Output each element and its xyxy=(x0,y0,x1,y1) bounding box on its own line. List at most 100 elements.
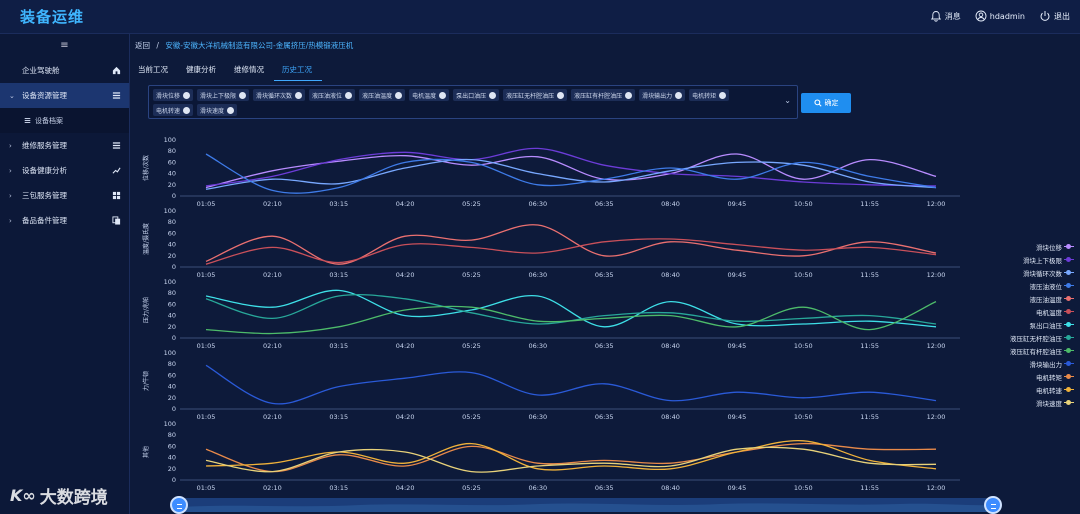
legend-item[interactable]: 泵出口油压 xyxy=(996,318,1076,331)
sidebar-toggle[interactable]: ≡ xyxy=(60,40,69,51)
sidebar-item-health-analysis[interactable]: › 设备健康分析 xyxy=(0,158,129,183)
x-tick-label: 08:40 xyxy=(661,413,680,421)
y-tick-label: 60 xyxy=(168,229,176,237)
x-tick-label: 05:25 xyxy=(462,271,481,279)
tag-remove-icon[interactable] xyxy=(675,91,683,99)
tag-remove-icon[interactable] xyxy=(345,91,353,99)
tag-remove-icon[interactable] xyxy=(295,91,303,99)
sidebar-subitem-equipment-archive[interactable]: 设备档案 xyxy=(0,108,129,133)
chart-panel: 0 20 40 60 80 100 01:05 02:10 03:15 04:20 05:25 06:… xyxy=(142,349,960,421)
logout-button[interactable]: 退出 xyxy=(1039,10,1070,22)
legend-item[interactable]: 液压缸无杆腔油压 xyxy=(996,331,1076,344)
parameter-multiselect[interactable]: 滑块位移 滑块上下极限 滑块循环次数 液压油液位 液压油温度 电机温度 泵出口油压 液压缸无杆… xyxy=(148,85,798,119)
legend-item[interactable]: 电机温度 xyxy=(996,305,1076,318)
legend-item[interactable]: 液压油温度 xyxy=(996,292,1076,305)
legend-item[interactable]: 液压缸有杆腔油压 xyxy=(996,344,1076,357)
tag-remove-icon[interactable] xyxy=(227,106,235,114)
slider-handle-end[interactable] xyxy=(984,496,1002,514)
filter-tag[interactable]: 滑块速度 xyxy=(197,104,238,116)
breadcrumb-back[interactable]: 返回 xyxy=(135,41,150,50)
tag-remove-icon[interactable] xyxy=(183,91,191,99)
filter-tag[interactable]: 电机转矩 xyxy=(689,89,730,101)
legend-item[interactable]: 电机转速 xyxy=(996,383,1076,396)
legend-item[interactable]: 滑块循环次数 xyxy=(996,266,1076,279)
filter-tag[interactable]: 液压缸有杆腔油压 xyxy=(571,89,636,101)
filter-tag[interactable]: 液压油液位 xyxy=(309,89,356,101)
legend-marker xyxy=(1064,348,1074,353)
tag-remove-icon[interactable] xyxy=(489,91,497,99)
list-icon xyxy=(112,92,121,99)
filter-tag[interactable]: 电机转速 xyxy=(153,104,194,116)
tab-current-status[interactable]: 当前工况 xyxy=(138,65,168,74)
tab-history[interactable]: 历史工况 xyxy=(274,62,322,81)
legend-label: 液压油温度 xyxy=(1029,295,1063,304)
user-menu[interactable]: hdadmin xyxy=(975,10,1025,22)
x-tick-label: 11:55 xyxy=(860,413,879,421)
legend-item[interactable]: 滑块上下极限 xyxy=(996,253,1076,266)
copy-icon xyxy=(112,216,121,225)
x-tick-label: 02:10 xyxy=(263,413,282,421)
filter-tag[interactable]: 滑块循环次数 xyxy=(253,89,306,101)
slider-handle-start[interactable] xyxy=(170,496,188,514)
filter-tag-label: 电机转矩 xyxy=(692,92,717,100)
tag-remove-icon[interactable] xyxy=(183,106,191,114)
filter-tag[interactable]: 液压缸无杆腔油压 xyxy=(503,89,568,101)
bell-icon xyxy=(930,11,941,22)
sidebar-item-maintenance[interactable]: › 维修服务管理 xyxy=(0,133,129,158)
legend-item[interactable]: 滑块速度 xyxy=(996,396,1076,409)
tag-remove-icon[interactable] xyxy=(439,91,447,99)
series-line xyxy=(205,289,937,328)
tab-health-analysis[interactable]: 健康分析 xyxy=(186,65,216,74)
slider-track[interactable] xyxy=(180,498,992,512)
series-line xyxy=(205,301,937,335)
legend-item[interactable]: 液压油液位 xyxy=(996,279,1076,292)
filter-tag[interactable]: 液压油温度 xyxy=(359,89,406,101)
chevron-right-icon: › xyxy=(9,216,12,225)
y-tick-label: 80 xyxy=(168,218,176,226)
tag-remove-icon[interactable] xyxy=(719,91,727,99)
user-icon xyxy=(975,10,987,22)
legend-label: 液压缸无杆腔油压 xyxy=(1010,334,1062,343)
legend-label: 电机温度 xyxy=(1036,308,1062,317)
sidebar-item-spare-parts[interactable]: › 备品备件管理 xyxy=(0,208,129,233)
legend-label: 电机转速 xyxy=(1036,386,1062,395)
sidebar-item-warranty[interactable]: › 三包服务管理 xyxy=(0,183,129,208)
filter-tag[interactable]: 滑块位移 xyxy=(153,89,194,101)
series-line xyxy=(205,153,937,189)
messages-button[interactable]: 消息 xyxy=(930,10,961,22)
y-tick-label: 20 xyxy=(168,465,176,473)
series-line xyxy=(205,224,937,265)
tab-maintenance[interactable]: 维修情况 xyxy=(234,65,264,74)
x-tick-label: 01:05 xyxy=(197,413,216,421)
legend-item[interactable]: 滑块输出力 xyxy=(996,357,1076,370)
filter-tag[interactable]: 滑块输出力 xyxy=(639,89,686,101)
x-tick-label: 09:45 xyxy=(728,271,747,279)
filter-tag-label: 电机温度 xyxy=(412,92,437,100)
tag-remove-icon[interactable] xyxy=(557,91,565,99)
chevron-down-icon[interactable]: ⌄ xyxy=(784,96,791,105)
sidebar-item-label: 设备资源管理 xyxy=(22,91,67,100)
tag-remove-icon[interactable] xyxy=(239,91,247,99)
confirm-button[interactable]: 确定 xyxy=(801,93,851,113)
chevron-down-icon: ⌄ xyxy=(9,91,15,100)
filter-tag[interactable]: 电机温度 xyxy=(409,89,450,101)
breadcrumb-current[interactable]: 安徽-安徽大洋机械制造有限公司-金属挤压/热模锻液压机 xyxy=(165,41,354,50)
legend-marker xyxy=(1064,283,1074,288)
x-tick-label: 04:20 xyxy=(396,200,415,208)
confirm-label: 确定 xyxy=(824,99,839,107)
y-tick-label: 60 xyxy=(168,158,176,166)
x-tick-label: 04:20 xyxy=(396,484,415,492)
tag-remove-icon[interactable] xyxy=(625,91,633,99)
tag-remove-icon[interactable] xyxy=(395,91,403,99)
filter-tag[interactable]: 滑块上下极限 xyxy=(197,89,250,101)
y-tick-label: 20 xyxy=(168,181,176,189)
sidebar-item-equipment-resources[interactable]: ⌄ 设备资源管理 xyxy=(0,83,129,108)
legend-item[interactable]: 电机转矩 xyxy=(996,370,1076,383)
power-icon xyxy=(1040,11,1050,21)
time-range-slider[interactable] xyxy=(170,496,1002,514)
filter-tag-label: 液压油温度 xyxy=(362,92,393,100)
x-tick-label: 12:00 xyxy=(927,484,946,492)
sidebar-item-dashboard[interactable]: 企业驾驶舱 xyxy=(0,58,129,83)
legend-item[interactable]: 滑块位移 xyxy=(996,240,1076,253)
filter-tag[interactable]: 泵出口油压 xyxy=(453,89,500,101)
